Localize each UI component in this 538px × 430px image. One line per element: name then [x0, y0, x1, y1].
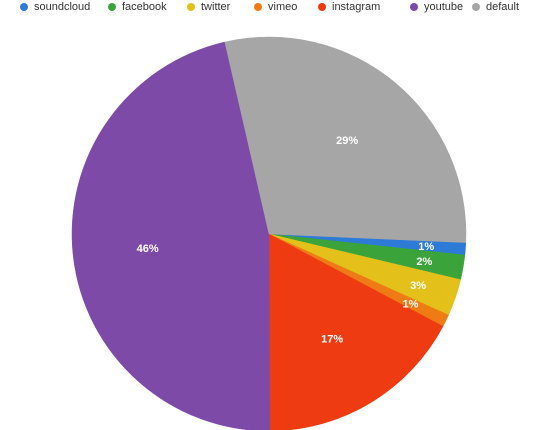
pie-label-soundcloud: 1%: [418, 241, 434, 253]
legend-swatch-vimeo: [254, 3, 262, 11]
pie-label-twitter: 3%: [410, 280, 426, 292]
legend-item-soundcloud[interactable]: soundcloud: [20, 0, 90, 14]
legend-label-facebook: facebook: [122, 1, 167, 13]
legend-label-youtube: youtube: [424, 1, 464, 13]
legend-swatch-soundcloud: [20, 3, 28, 11]
legend-item-facebook[interactable]: facebook: [108, 0, 167, 14]
legend-item-default[interactable]: default: [472, 0, 519, 14]
legend-label-vimeo: vimeo: [268, 1, 298, 13]
pie-slice-youtube[interactable]: [71, 41, 271, 430]
pie-label-default: 29%: [336, 135, 358, 147]
legend-label-twitter: twitter: [201, 1, 231, 13]
pie-slice-labels: 1% 2% 3% 1% 17% 46% 29%: [137, 135, 435, 345]
pie-slice-default[interactable]: [224, 36, 467, 243]
pie-label-facebook: 2%: [416, 256, 432, 268]
legend-swatch-youtube: [410, 3, 418, 11]
legend-item-twitter[interactable]: twitter: [187, 0, 230, 14]
legend-item-youtube[interactable]: youtube: [410, 0, 463, 14]
legend-swatch-twitter: [187, 3, 195, 11]
legend-item-vimeo[interactable]: vimeo: [254, 0, 297, 14]
legend-swatch-facebook: [108, 3, 116, 11]
pie-label-vimeo: 1%: [403, 298, 419, 310]
legend-label-default: default: [486, 1, 520, 13]
legend-item-instagram[interactable]: instagram: [318, 0, 380, 14]
legend-swatch-default: [472, 3, 480, 11]
pie-label-instagram: 17%: [321, 334, 343, 346]
legend-swatch-instagram: [318, 3, 326, 11]
legend-label-instagram: instagram: [332, 1, 381, 13]
chart-legend: soundcloud facebook twitter vimeo instagram y…: [20, 0, 538, 14]
pie-label-youtube: 46%: [137, 243, 159, 255]
legend-label-soundcloud: soundcloud: [34, 1, 91, 13]
pie-slices: [71, 36, 467, 430]
